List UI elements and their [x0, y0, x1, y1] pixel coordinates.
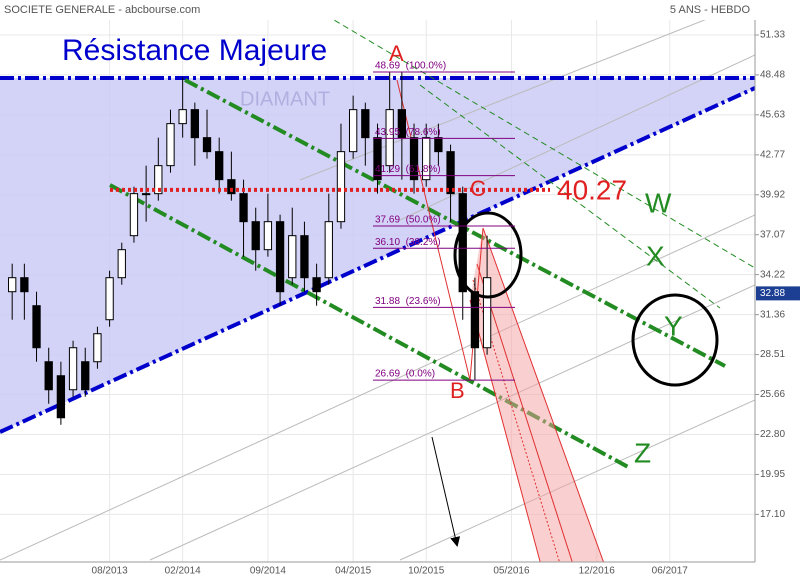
candle-body — [68, 347, 78, 391]
y-tick-label: 19.95 — [760, 469, 785, 480]
x-tick-label: 04/2015 — [335, 566, 372, 577]
candle-body — [202, 137, 212, 153]
chart-subtitle: 5 ANS - HEBDO — [670, 4, 751, 16]
candle-body — [324, 221, 333, 279]
candle-body — [385, 109, 394, 167]
candle-body — [93, 333, 102, 363]
annotation: W — [645, 187, 672, 218]
candle-body — [348, 109, 358, 153]
candle-body — [288, 235, 297, 279]
y-tick-label: 34.22 — [760, 269, 785, 280]
fib-label: 36.10 (38.2%) — [375, 237, 441, 248]
candle-body — [190, 109, 199, 139]
fib-label: 41.29 (61.8%) — [375, 164, 441, 175]
channel-w — [332, 20, 755, 269]
y-tick-label: 17.10 — [760, 509, 785, 520]
candle-body — [300, 235, 309, 279]
candle-body — [166, 123, 175, 167]
annotation: A — [389, 41, 404, 66]
last-price-tag — [756, 286, 800, 301]
annotation: Z — [634, 437, 651, 468]
fib-label: 48.69 (100.0%) — [375, 61, 446, 72]
x-tick-label: 09/2014 — [250, 566, 287, 577]
candle-body — [20, 277, 29, 293]
drawings — [0, 20, 755, 562]
candle-body — [482, 277, 492, 349]
candle-body — [178, 109, 187, 125]
candle-body — [434, 137, 443, 153]
y-tick-label: 28.51 — [760, 349, 785, 360]
candle-body — [239, 193, 248, 223]
x-tick-label: 10/2015 — [408, 566, 445, 577]
candle-body — [141, 193, 151, 196]
y-tick-label: 25.66 — [760, 389, 785, 400]
candle-body — [470, 291, 480, 349]
candle-body — [458, 193, 467, 293]
annotation: X — [646, 240, 665, 271]
candle-body — [105, 277, 114, 321]
price-series — [8, 71, 492, 425]
candle-body — [251, 221, 260, 251]
candle-body — [361, 109, 370, 139]
overlay: Résistance Majeure DIAMANT A B C W X Y Z… — [62, 34, 719, 547]
y-tick-label: 39.92 — [760, 189, 785, 200]
annotation: Y — [664, 310, 683, 341]
candle-body — [312, 277, 321, 293]
fib-label: 43.95 (78.6%) — [375, 127, 441, 138]
last-price-label: 32.88 — [760, 288, 785, 299]
candle-body — [81, 361, 90, 391]
pitchfork-area — [470, 228, 604, 562]
circle — [453, 211, 523, 299]
support-trend-line — [0, 86, 755, 434]
candle-body — [275, 221, 285, 293]
x-tick-label: 02/2014 — [165, 566, 202, 577]
circle — [631, 293, 719, 387]
channel-upper — [184, 78, 726, 368]
candle-body — [409, 137, 419, 181]
candle-body — [32, 305, 41, 349]
candle-body — [56, 375, 66, 419]
fib-label: 37.69 (50.0%) — [375, 215, 441, 226]
candle-body — [373, 137, 382, 181]
x-tick-label: 06/2017 — [652, 566, 689, 577]
x-tick-label: 12/2016 — [579, 566, 616, 577]
candle-body — [129, 193, 139, 237]
y-tick-label: 51.33 — [760, 30, 785, 41]
annotation: Résistance Majeure — [62, 34, 327, 67]
candle-body — [154, 165, 163, 195]
candle-body — [263, 221, 273, 251]
channel-x — [419, 84, 721, 309]
candle-body — [227, 179, 236, 195]
y-tick-label: 31.36 — [760, 309, 785, 320]
y-tick-label: 42.77 — [760, 150, 785, 161]
diamond-area — [0, 78, 755, 432]
candle-body — [336, 151, 346, 223]
candle-body — [215, 151, 224, 181]
annotation: B — [450, 378, 465, 403]
x-tick-label: 08/2013 — [92, 566, 129, 577]
y-tick-label: 45.63 — [760, 109, 785, 120]
candle-body — [446, 151, 455, 195]
y-tick-label: 22.80 — [760, 429, 785, 440]
fib-label: 26.69 (0.0%) — [375, 369, 435, 380]
x-tick-label: 05/2016 — [493, 566, 530, 577]
arrow — [431, 436, 461, 547]
candle-body — [117, 249, 126, 279]
y-tick-label: 48.48 — [760, 70, 785, 81]
chart-title: SOCIETE GENERALE - abcbourse.com — [4, 4, 200, 16]
fib-label: 31.88 (23.6%) — [375, 296, 441, 307]
y-tick-label: 37.07 — [760, 229, 785, 240]
candle-body — [8, 277, 17, 293]
candle-body — [397, 109, 407, 139]
candle-body — [44, 361, 53, 391]
candle-body — [422, 137, 431, 181]
annotation: DIAMANT — [240, 88, 330, 110]
support-label: 40.27 — [557, 174, 627, 205]
pitchfork-lines — [396, 79, 605, 562]
